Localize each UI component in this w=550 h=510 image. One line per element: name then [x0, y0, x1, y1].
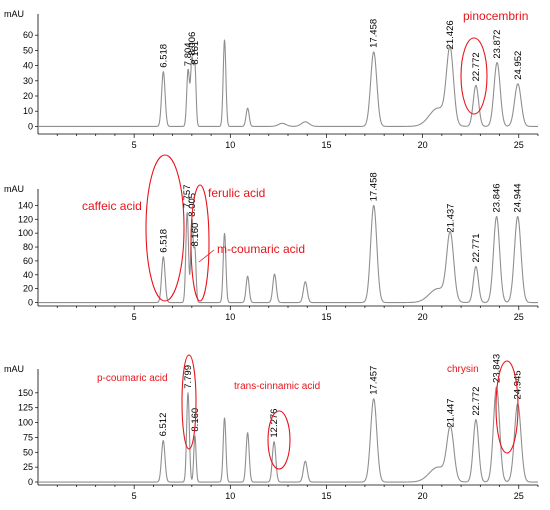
x-tick-label: 10: [225, 312, 235, 322]
y-tick-label: 20: [23, 284, 33, 294]
peak-label: 22.771: [471, 233, 482, 262]
peak-label: 23.872: [492, 30, 503, 59]
x-tick-label: 20: [418, 491, 428, 501]
y-tick-label: 60: [23, 30, 33, 40]
peak-label: 17.458: [369, 172, 380, 201]
peak-label: 8.005: [187, 193, 198, 217]
y-tick-label: 0: [28, 477, 33, 487]
y-tick-label: 80: [23, 242, 33, 252]
ferulic-acid-circle: [190, 184, 210, 302]
peak-label: 7.804: [183, 42, 194, 66]
peak-label: 17.457: [369, 366, 380, 395]
y-unit-label: mAU: [4, 364, 24, 374]
peak-label: 7.799: [183, 365, 194, 389]
chromatogram-trace: [37, 386, 539, 483]
peak-label: 8.161: [190, 41, 201, 65]
caffeic-acid-label: caffeic acid: [82, 199, 142, 213]
p-coumaric-acid-label: p-coumaric acid: [97, 373, 168, 384]
y-tick-label: 140: [18, 200, 33, 210]
x-tick-label: 5: [132, 312, 137, 322]
x-tick-label: 5: [132, 140, 137, 150]
peak-label: 12.276: [269, 409, 280, 438]
y-tick-label: 50: [23, 447, 33, 457]
y-tick-label: 0: [28, 298, 33, 308]
peak-label: 23.843: [492, 354, 503, 383]
ferulic-acid-label: ferulic acid: [208, 186, 265, 200]
trans-cinnamic-acid-label: trans-cinnamic acid: [234, 381, 320, 392]
x-tick-label: 10: [225, 140, 235, 150]
chromatogram-trace: [37, 39, 539, 127]
x-tick-label: 10: [225, 491, 235, 501]
p-coumaric-acid-circle: [181, 354, 197, 450]
x-tick-label: 25: [514, 491, 524, 501]
y-tick-label: 100: [18, 418, 33, 428]
peak-label: 21.426: [445, 20, 456, 49]
y-tick-label: 50: [23, 45, 33, 55]
y-tick-label: 125: [18, 403, 33, 413]
y-tick-label: 30: [23, 76, 33, 86]
chrysin-circle: [495, 360, 519, 454]
y-tick-label: 40: [23, 270, 33, 280]
peak-label: 21.437: [445, 204, 456, 233]
m-coumaric-pointer: [198, 249, 215, 263]
peak-label: 23.846: [492, 183, 503, 212]
peak-label: 8.160: [190, 223, 201, 247]
peak-label: 7.757: [182, 185, 193, 209]
peak-label: 22.772: [471, 387, 482, 416]
peak-label: 21.447: [445, 398, 456, 427]
y-tick-label: 40: [23, 61, 33, 71]
y-tick-label: 10: [23, 106, 33, 116]
peak-label: 22.772: [471, 52, 482, 81]
x-tick-label: 15: [321, 140, 331, 150]
x-tick-label: 20: [418, 312, 428, 322]
peak-label: 24.952: [513, 51, 524, 80]
y-tick-label: 75: [23, 432, 33, 442]
chrysin-label: chrysin: [447, 364, 479, 375]
x-tick-label: 25: [514, 140, 524, 150]
peak-label: 24.945: [513, 370, 524, 399]
y-tick-label: 120: [18, 214, 33, 224]
caffeic-acid-circle: [145, 154, 185, 302]
x-tick-label: 25: [514, 312, 524, 322]
peak-label: 6.518: [158, 44, 169, 68]
peak-label: 6.512: [158, 413, 169, 437]
pinocembrin-label: pinocembrin: [463, 9, 528, 23]
x-tick-label: 15: [321, 491, 331, 501]
x-tick-label: 5: [132, 491, 137, 501]
chromatogram-panel-2: mAU 0 20 40 60 80 100 120 140 5 10 15 20 25 6.518 7.757…: [4, 172, 539, 322]
peak-label: 8.006: [187, 32, 198, 56]
pinocembrin-circle: [460, 37, 488, 115]
peak-label: 6.518: [158, 229, 169, 253]
y-tick-label: 100: [18, 228, 33, 238]
y-unit-label: mAU: [4, 9, 24, 19]
m-coumaric-acid-label: m-coumaric acid: [217, 242, 305, 256]
chromatogram-trace: [37, 204, 539, 304]
y-tick-label: 150: [18, 388, 33, 398]
peak-label: 24.944: [513, 183, 524, 212]
x-tick-label: 20: [418, 140, 428, 150]
trans-cinnamic-acid-circle: [267, 410, 291, 470]
y-tick-label: 25: [23, 462, 33, 472]
y-unit-label: mAU: [4, 184, 24, 194]
x-tick-label: 15: [321, 312, 331, 322]
y-tick-label: 20: [23, 91, 33, 101]
chromatogram-panel-1: mAU 0 10 20 30 40 50 60 5 10 15 20 25 6.518 7.8048.006…: [4, 9, 539, 150]
y-tick-label: 0: [28, 121, 33, 131]
y-tick-label: 60: [23, 256, 33, 266]
peak-label: 17.458: [369, 19, 380, 48]
